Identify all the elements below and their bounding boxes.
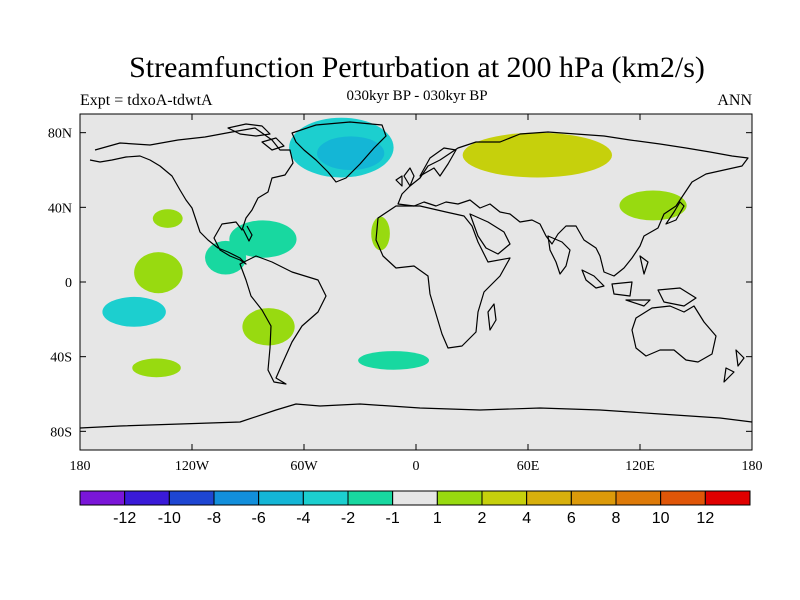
- colorbar-label: 8: [612, 510, 621, 527]
- anomaly-region-13: [132, 358, 181, 378]
- anomaly-region-8: [205, 240, 247, 275]
- colorbar-label: 12: [696, 510, 714, 527]
- coastline-africa: [375, 205, 511, 349]
- x-tick-label: 180: [742, 459, 763, 474]
- anomaly-region-10: [102, 296, 166, 327]
- y-tick-label: 0: [65, 276, 72, 291]
- colorbar-box: [124, 490, 170, 506]
- anomaly-region-1: [317, 136, 385, 170]
- plot-title: Streamfunction Perturbation at 200 hPa (…: [129, 51, 705, 84]
- colorbar-box: [302, 490, 349, 506]
- axis-labels: 180 120W 60W 0 60E 120E 180 80N 40N 0 40S 80S: [48, 127, 763, 474]
- y-tick-label: 40S: [50, 351, 72, 366]
- x-tick-label: 0: [413, 459, 420, 474]
- anomaly-region-7: [229, 220, 297, 258]
- anomaly-region-9: [134, 252, 183, 294]
- coastline-arctic-islands: [227, 123, 285, 151]
- experiment-label: Expt = tdxoA-tdwtA: [80, 92, 213, 109]
- coastline-india: [547, 235, 571, 275]
- colorbar-label: -12: [113, 510, 136, 527]
- colorbar-label: 10: [652, 510, 670, 527]
- coastline-antarctica: [80, 403, 752, 429]
- colorbar-box: [660, 490, 706, 506]
- y-tick-label: 80N: [48, 127, 72, 142]
- colorbar-label: -6: [252, 510, 266, 527]
- colorbar-box: [213, 490, 260, 506]
- colorbar-box: [79, 490, 126, 506]
- anomaly-region-3: [481, 145, 575, 172]
- colorbar-box: [168, 490, 215, 506]
- coastline-north-america: [89, 127, 294, 265]
- coastline-scandinavia: [419, 147, 457, 177]
- coastline-arabia: [469, 213, 511, 255]
- map-frame: [79, 113, 753, 451]
- period-label: 030kyr BP - 030kyr BP: [346, 88, 488, 104]
- y-tick-label: 40N: [48, 201, 72, 216]
- colorbar-box: [704, 490, 751, 506]
- y-tick-label: 80S: [50, 425, 72, 440]
- colorbar-box: [258, 490, 304, 506]
- coastline-florida: [242, 225, 253, 242]
- coastline-south-america: [239, 255, 327, 385]
- x-tick-label: 60W: [290, 459, 318, 474]
- coastlines: [80, 121, 752, 429]
- colorbar-label: -1: [386, 510, 400, 527]
- anomaly-region-12: [358, 351, 430, 370]
- axis-tick-marks: [80, 114, 752, 450]
- colorbar-box: [570, 490, 617, 506]
- color-bar: -12 -10 -8 -6 -4 -2 -1 1 2 4 6 8 10 12: [79, 490, 751, 527]
- colorbar-label: -10: [158, 510, 181, 527]
- colorbar-label: -8: [207, 510, 221, 527]
- coastline-madagascar: [487, 303, 497, 331]
- anomaly-region-4: [619, 190, 687, 221]
- coastline-australia: [631, 305, 717, 363]
- x-tick-label: 180: [70, 459, 91, 474]
- coastline-eurasia: [397, 131, 749, 277]
- coastline-new-zealand: [723, 349, 745, 383]
- coastline-greenland: [291, 121, 387, 183]
- colorbar-box: [436, 490, 483, 506]
- x-tick-label: 60E: [517, 459, 540, 474]
- coastline-british-isles: [395, 167, 415, 187]
- x-tick-label: 120W: [175, 459, 210, 474]
- colorbar-label: 2: [478, 510, 487, 527]
- anomaly-region-6: [152, 209, 183, 228]
- colorbar-box: [526, 490, 572, 506]
- coastline-japan: [665, 201, 685, 225]
- anomaly-region-5: [371, 216, 390, 251]
- season-label: ANN: [717, 92, 752, 109]
- anomaly-region-11: [242, 308, 295, 346]
- colorbar-label: 4: [522, 510, 531, 527]
- colorbar-box: [615, 490, 662, 506]
- colorbar-label: 1: [433, 510, 442, 527]
- colorbar-label: -4: [296, 510, 310, 527]
- colorbar-box: [392, 490, 438, 506]
- colorbar-box: [481, 490, 528, 506]
- anomaly-layer: [102, 117, 687, 378]
- colorbar-label: -2: [341, 510, 355, 527]
- coastline-maritime-continent: [581, 255, 697, 307]
- colorbar-label: 6: [567, 510, 576, 527]
- map-background: [80, 114, 752, 450]
- x-tick-label: 120E: [625, 459, 655, 474]
- colorbar-box: [347, 490, 394, 506]
- map-panel: [80, 114, 752, 450]
